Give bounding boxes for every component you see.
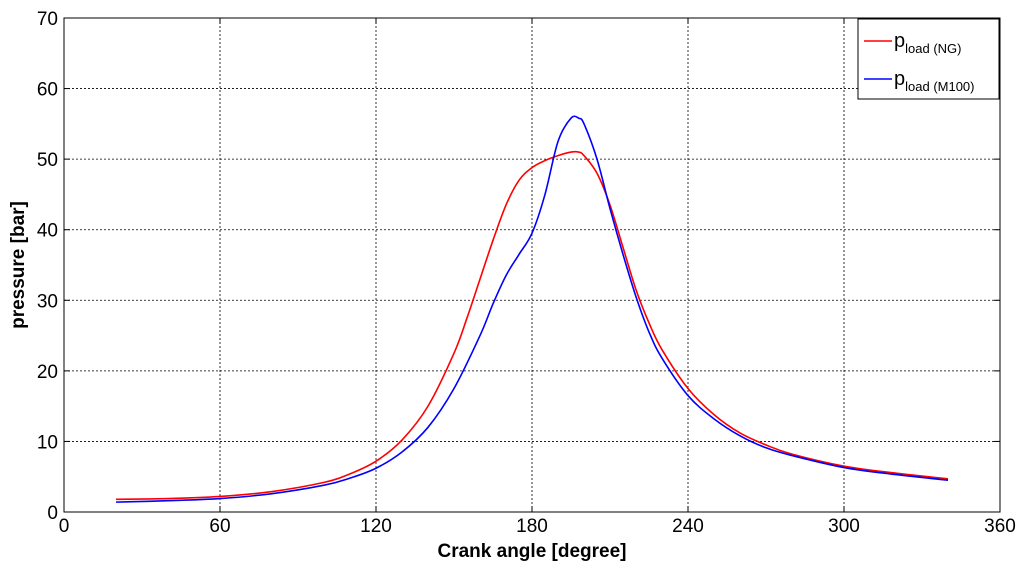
x-tick-label: 0 [59,516,70,537]
y-tick-label: 30 [37,291,58,312]
grid [64,18,1000,512]
x-tick-label: 240 [672,516,704,537]
y-tick-label: 70 [37,9,58,30]
y-axis-label: pressure [bar] [8,201,29,329]
series-line-1 [115,115,949,503]
y-tick-label: 40 [37,221,58,242]
series-line-0 [115,150,949,501]
legend-label-0: pload (NG) [894,30,961,56]
legend-box [857,18,1000,100]
x-tick-label: 180 [516,516,548,537]
x-axis-label: Crank angle [degree] [438,541,627,562]
legend: pload (NG) pload (M100) [857,18,1000,100]
ticks: 0 60 120 180 240 300 360 0 10 20 30 40 50 60 70 [37,9,1016,537]
x-tick-label: 360 [984,516,1016,537]
x-tick-label: 60 [209,516,230,537]
series-layer [115,115,949,503]
x-tick-label: 300 [828,516,860,537]
y-tick-label: 10 [37,432,58,453]
legend-label-1: pload (M100) [894,68,975,94]
y-tick-label: 20 [37,362,58,383]
y-tick-label: 50 [37,150,58,171]
x-tick-label: 120 [360,516,392,537]
y-tick-label: 0 [47,503,58,524]
y-tick-label: 60 [37,80,58,101]
